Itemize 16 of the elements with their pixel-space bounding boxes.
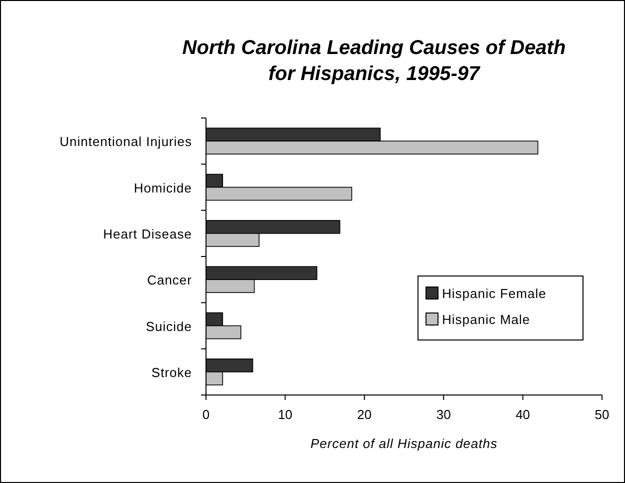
x-tick-label: 30: [436, 407, 451, 422]
legend-label: Hispanic Male: [442, 312, 530, 327]
x-axis-title: Percent of all Hispanic deaths: [310, 436, 498, 451]
legend-label: Hispanic Female: [442, 286, 546, 301]
y-tick-label: Heart Disease: [103, 226, 192, 242]
x-tick-label: 20: [357, 407, 372, 422]
y-tick-label: Unintentional Injuries: [60, 134, 192, 150]
y-tick-label: Stroke: [151, 364, 192, 380]
y-tick-label: Homicide: [134, 180, 192, 196]
chart-title: North Carolina Leading Causes of Death for Hispanics, 1995-97: [182, 37, 566, 85]
y-tick-label: Cancer: [147, 272, 192, 288]
x-tick-label: 0: [202, 407, 210, 422]
x-tick-label: 50: [594, 407, 610, 422]
x-tick-label: 40: [516, 407, 530, 422]
y-tick-label: Suicide: [146, 318, 192, 334]
x-tick-label: 10: [278, 407, 292, 422]
